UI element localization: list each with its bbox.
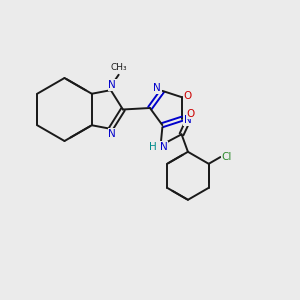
Text: N: N xyxy=(108,129,116,139)
Text: O: O xyxy=(184,91,192,101)
Text: CH₃: CH₃ xyxy=(111,63,128,72)
Text: N: N xyxy=(160,142,168,152)
Text: H: H xyxy=(148,142,156,152)
Text: O: O xyxy=(186,109,194,119)
Text: N: N xyxy=(108,80,116,90)
Text: N: N xyxy=(184,115,191,125)
Text: Cl: Cl xyxy=(222,152,232,162)
Text: N: N xyxy=(153,83,161,93)
